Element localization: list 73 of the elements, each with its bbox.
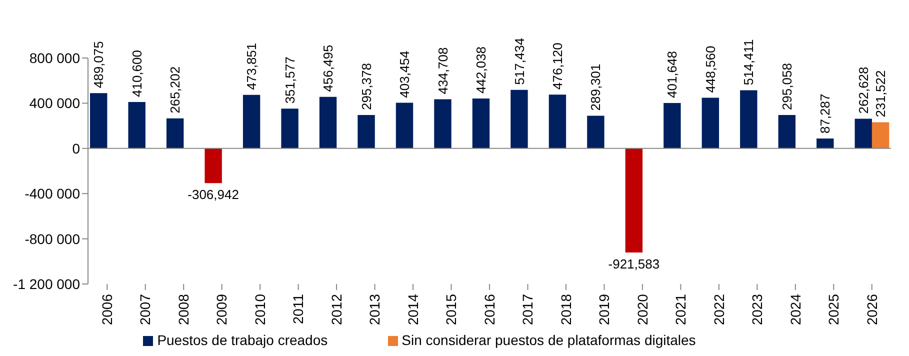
bar — [740, 90, 758, 148]
y-tick-label: 400 000 — [29, 95, 80, 112]
x-tick-label: 2022 — [710, 294, 727, 326]
x-tick-label: 2024 — [787, 294, 804, 326]
legend-label: Sin considerar puestos de plataformas digitales — [402, 332, 696, 348]
bar — [816, 138, 834, 148]
x-tick-label: 2013 — [366, 294, 383, 326]
bar — [778, 115, 796, 148]
x-tick-label: 2020 — [634, 294, 650, 326]
data-label: -306,942 — [188, 187, 239, 202]
bar — [319, 96, 337, 148]
x-tick-label: 2021 — [672, 294, 689, 326]
x-tick-label: 2023 — [749, 294, 766, 326]
bar — [548, 94, 566, 148]
bar — [358, 115, 375, 148]
bar — [90, 93, 108, 148]
bar — [434, 99, 452, 148]
bar — [204, 148, 222, 184]
data-label: 410,600 — [129, 50, 144, 97]
data-label: 289,301 — [588, 64, 604, 111]
data-label: 265,202 — [168, 66, 183, 114]
legend-label: Puestos de trabajo creados — [157, 332, 328, 348]
data-label: 87,287 — [818, 94, 833, 134]
bar — [510, 90, 528, 148]
data-label: 489,075 — [91, 41, 106, 88]
y-tick-label: -1 200 000 — [13, 276, 80, 292]
x-tick-label: 2006 — [99, 294, 116, 326]
data-label: -921,583 — [608, 256, 660, 272]
x-tick-label: 2025 — [826, 294, 842, 326]
data-label: 403,454 — [397, 50, 412, 98]
y-tick-label: -800 000 — [24, 230, 80, 247]
bar — [854, 118, 872, 148]
x-tick-label: 2012 — [328, 294, 344, 326]
bar — [587, 116, 604, 148]
data-label: 295,058 — [779, 63, 794, 110]
y-tick-label: 800 000 — [29, 50, 80, 66]
data-label: 295,378 — [358, 63, 374, 110]
data-label: 456,495 — [320, 44, 336, 92]
data-label: 442,038 — [474, 46, 489, 94]
data-label: 517,434 — [512, 38, 527, 85]
x-tick-label: 2011 — [290, 294, 306, 324]
data-label: 401,648 — [664, 51, 680, 98]
bar — [872, 122, 890, 148]
x-tick-label: 2007 — [137, 294, 154, 326]
bar — [625, 148, 643, 253]
data-label: 448,560 — [702, 46, 718, 93]
data-label: 476,120 — [550, 42, 566, 90]
x-tick-label: 2016 — [481, 294, 498, 326]
data-label: 231,522 — [873, 70, 888, 118]
x-tick-label: 2018 — [558, 294, 574, 326]
x-tick-label: 2026 — [864, 294, 880, 326]
data-label: 351,577 — [282, 56, 298, 104]
bar — [128, 102, 146, 148]
x-tick-label: 2019 — [596, 294, 612, 326]
data-label: 262,628 — [856, 66, 871, 114]
bar — [166, 118, 184, 148]
bar — [242, 94, 260, 148]
bar — [281, 108, 298, 148]
bar — [396, 102, 414, 148]
bar — [472, 98, 490, 148]
data-label: 434,708 — [435, 47, 450, 94]
data-label: 514,411 — [741, 39, 756, 86]
x-tick-label: 2015 — [443, 294, 460, 326]
x-tick-label: 2010 — [252, 294, 268, 326]
bar — [702, 98, 720, 148]
x-tick-label: 2008 — [175, 294, 192, 326]
x-tick-label: 2014 — [404, 294, 421, 326]
data-label: 473,851 — [244, 42, 260, 90]
x-tick-label: 2017 — [520, 294, 536, 326]
x-tick-label: 2009 — [214, 294, 230, 326]
y-tick-label: 0 — [72, 140, 80, 156]
bar — [664, 103, 681, 148]
y-tick-label: -400 000 — [24, 186, 80, 202]
